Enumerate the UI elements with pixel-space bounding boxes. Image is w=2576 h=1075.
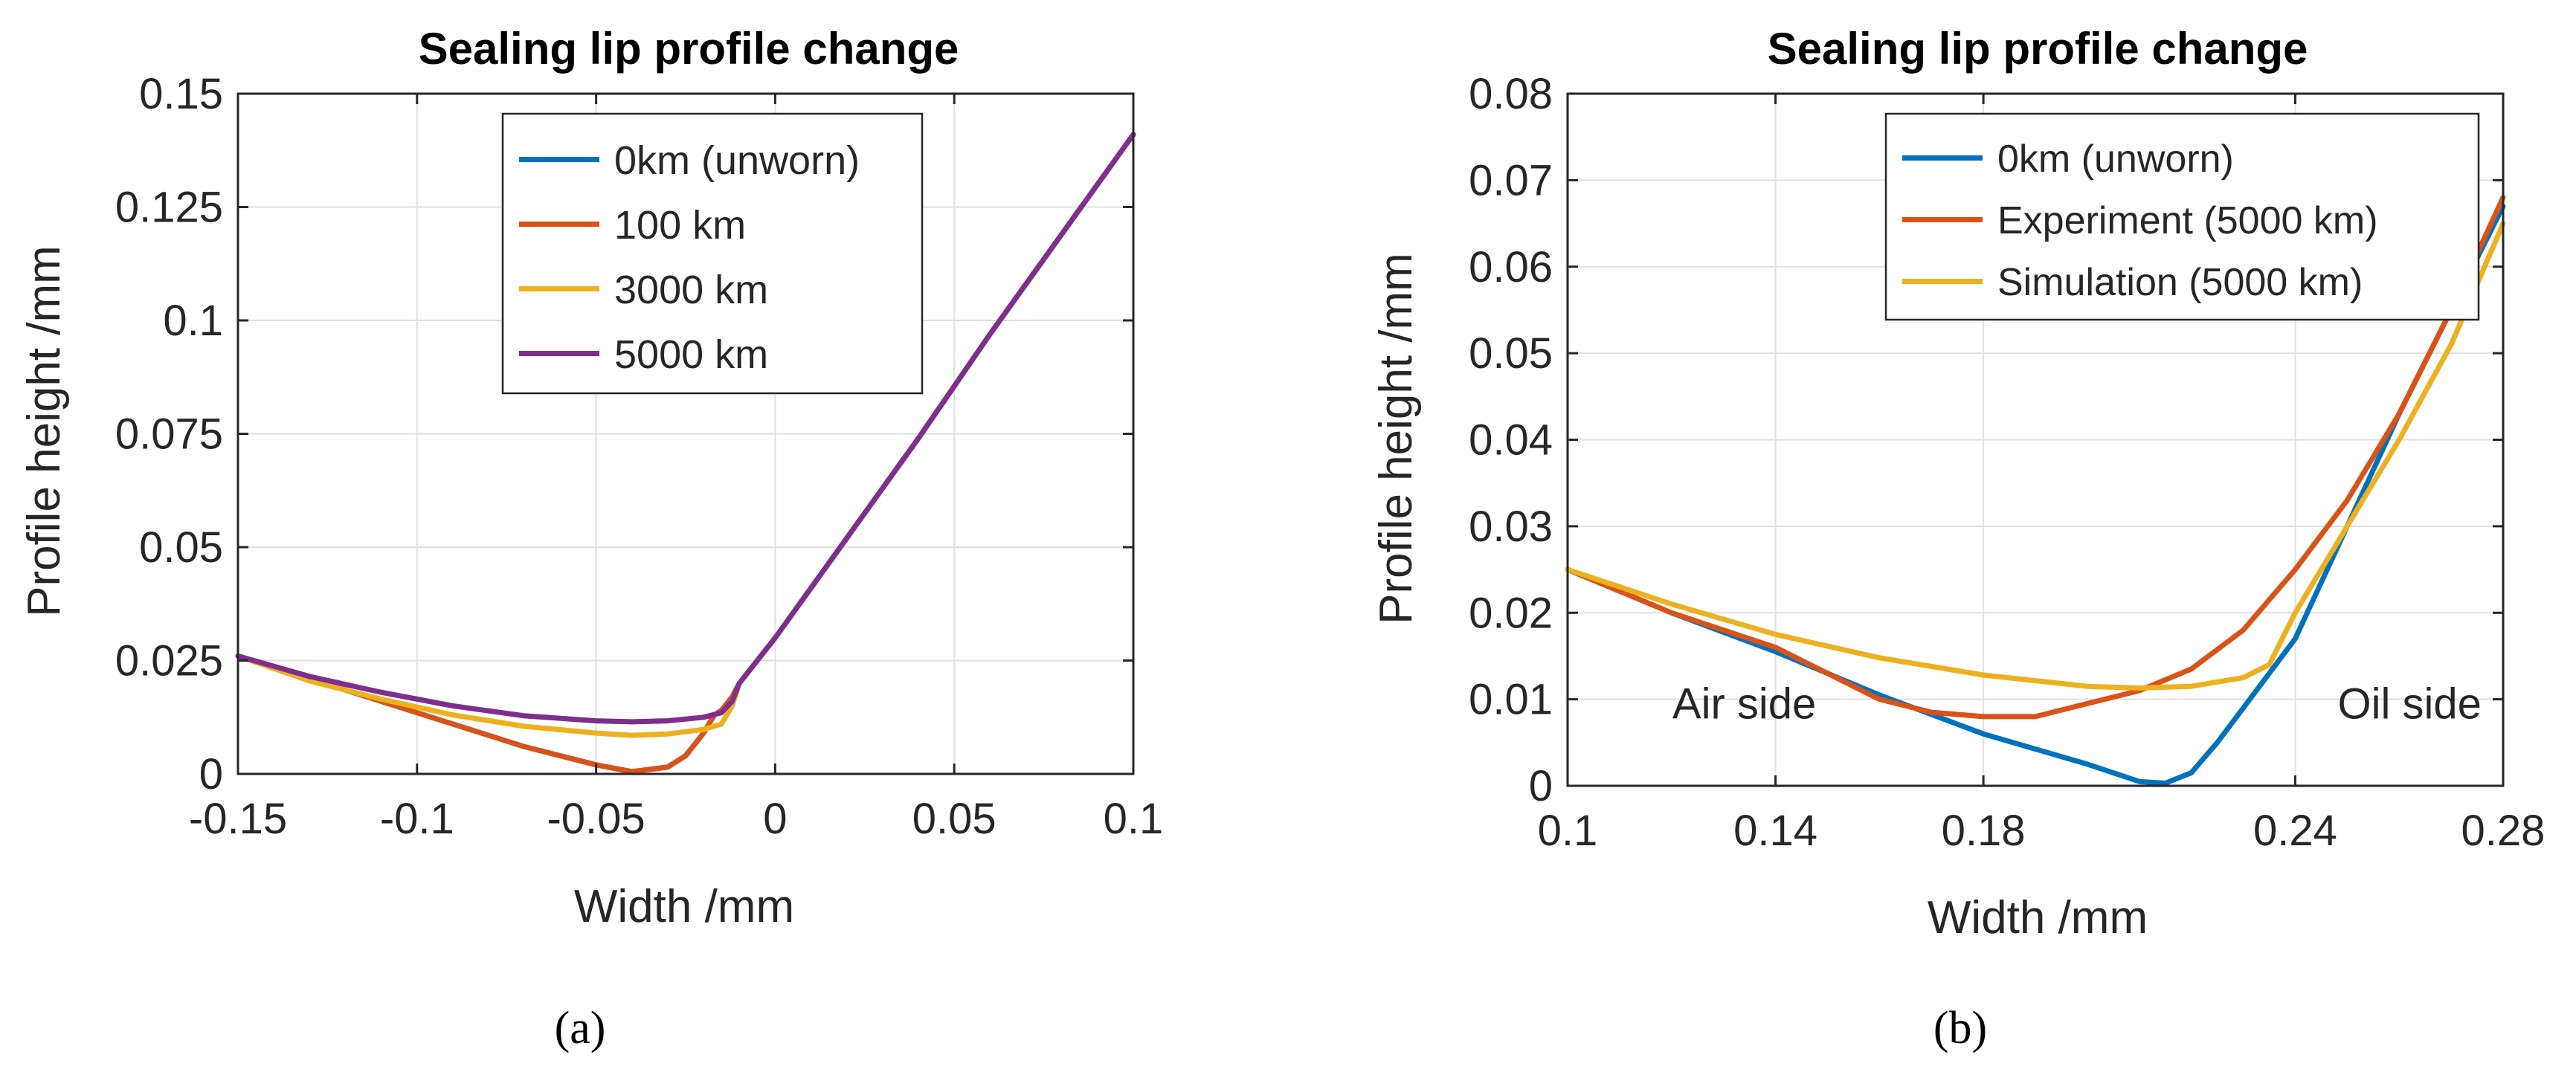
chart-a-xlabel: Width /mm bbox=[574, 881, 794, 932]
series-line-1 bbox=[1565, 195, 2506, 720]
y-tick-label: 0.075 bbox=[115, 410, 223, 459]
chart-a-ylabel: Profile height /mm bbox=[19, 245, 70, 617]
y-tick-label: 0.15 bbox=[139, 70, 223, 118]
x-tick-label: 0.05 bbox=[912, 795, 996, 843]
x-tick-label: 0.14 bbox=[1733, 807, 1817, 855]
y-tick-label: 0.06 bbox=[1469, 243, 1553, 291]
series-line-2 bbox=[1565, 221, 2506, 691]
chart-b-ylabel: Profile height /mm bbox=[1371, 253, 1422, 624]
y-tick-label: 0.1 bbox=[163, 297, 223, 345]
legend-label: 100 km bbox=[614, 203, 746, 248]
y-tick-label: 0 bbox=[1529, 762, 1553, 810]
chart-b-ticks: 0.1 0.14 0.18 0.24 0.28 0 0.01 0.02 0.03 0.04 0.05… bbox=[1469, 70, 2545, 855]
chart-a-legend: 0km (unworn) 100 km 3000 km 5000 km bbox=[501, 112, 924, 395]
chart-b-xlabel: Width /mm bbox=[1928, 892, 2148, 943]
y-tick-label: 0.125 bbox=[115, 184, 223, 232]
legend-label: 0km (unworn) bbox=[614, 138, 860, 183]
y-tick-label: 0.04 bbox=[1469, 416, 1553, 465]
x-tick-label: 0.1 bbox=[1104, 795, 1164, 843]
legend-box bbox=[1884, 112, 2480, 321]
x-tick-label: 0.24 bbox=[2253, 807, 2337, 855]
y-tick-label: 0.02 bbox=[1469, 589, 1553, 637]
legend-label: 5000 km bbox=[614, 332, 768, 377]
x-tick-label: 0.28 bbox=[2461, 807, 2546, 855]
y-tick-label: 0.05 bbox=[1469, 329, 1553, 378]
legend-label: Simulation (5000 km) bbox=[1997, 261, 2363, 304]
chart-b: Sealing lip profile change 0.1 0.14 0.18 0.… bbox=[1371, 24, 2545, 1053]
y-tick-label: 0.03 bbox=[1469, 503, 1553, 551]
y-tick-label: 0.07 bbox=[1469, 156, 1553, 204]
x-tick-label: 0.18 bbox=[1942, 807, 2026, 855]
x-tick-label: 0 bbox=[763, 795, 787, 843]
y-tick-label: 0.05 bbox=[139, 523, 223, 572]
chart-a: Sealing lip profile change -0.15 -0.1 -0.0… bbox=[19, 24, 1163, 1053]
chart-b-annotations: Air side Oil side bbox=[1672, 679, 2482, 728]
x-tick-label: 0.1 bbox=[1538, 807, 1598, 855]
y-tick-label: 0.01 bbox=[1469, 676, 1553, 724]
chart-a-lines bbox=[235, 132, 1136, 775]
annotation-label: Air side bbox=[1672, 679, 1816, 728]
legend-label: 0km (unworn) bbox=[1997, 138, 2234, 181]
chart-b-caption: (b) bbox=[1933, 1003, 1987, 1053]
x-tick-label: -0.05 bbox=[547, 795, 645, 843]
chart-a-title: Sealing lip profile change bbox=[419, 24, 959, 74]
y-tick-label: 0.08 bbox=[1469, 70, 1553, 118]
chart-b-lines bbox=[1565, 195, 2506, 786]
legend-label: 3000 km bbox=[614, 268, 768, 312]
chart-a-ticks: -0.15 -0.1 -0.05 0 0.05 0.1 0 0.025 0.05 0.075 0.1… bbox=[115, 70, 1163, 843]
chart-a-caption: (a) bbox=[555, 1003, 606, 1053]
chart-b-legend: 0km (unworn) Experiment (5000 km) Simulati… bbox=[1884, 112, 2480, 321]
x-tick-label: -0.1 bbox=[380, 795, 454, 843]
legend-label: Experiment (5000 km) bbox=[1997, 199, 2378, 242]
series-line-3 bbox=[235, 132, 1136, 725]
y-tick-label: 0 bbox=[199, 750, 223, 798]
chart-b-title: Sealing lip profile change bbox=[1768, 24, 2308, 74]
annotation-label: Oil side bbox=[2337, 679, 2481, 728]
y-tick-label: 0.025 bbox=[115, 637, 223, 685]
x-tick-label: -0.15 bbox=[189, 795, 287, 843]
